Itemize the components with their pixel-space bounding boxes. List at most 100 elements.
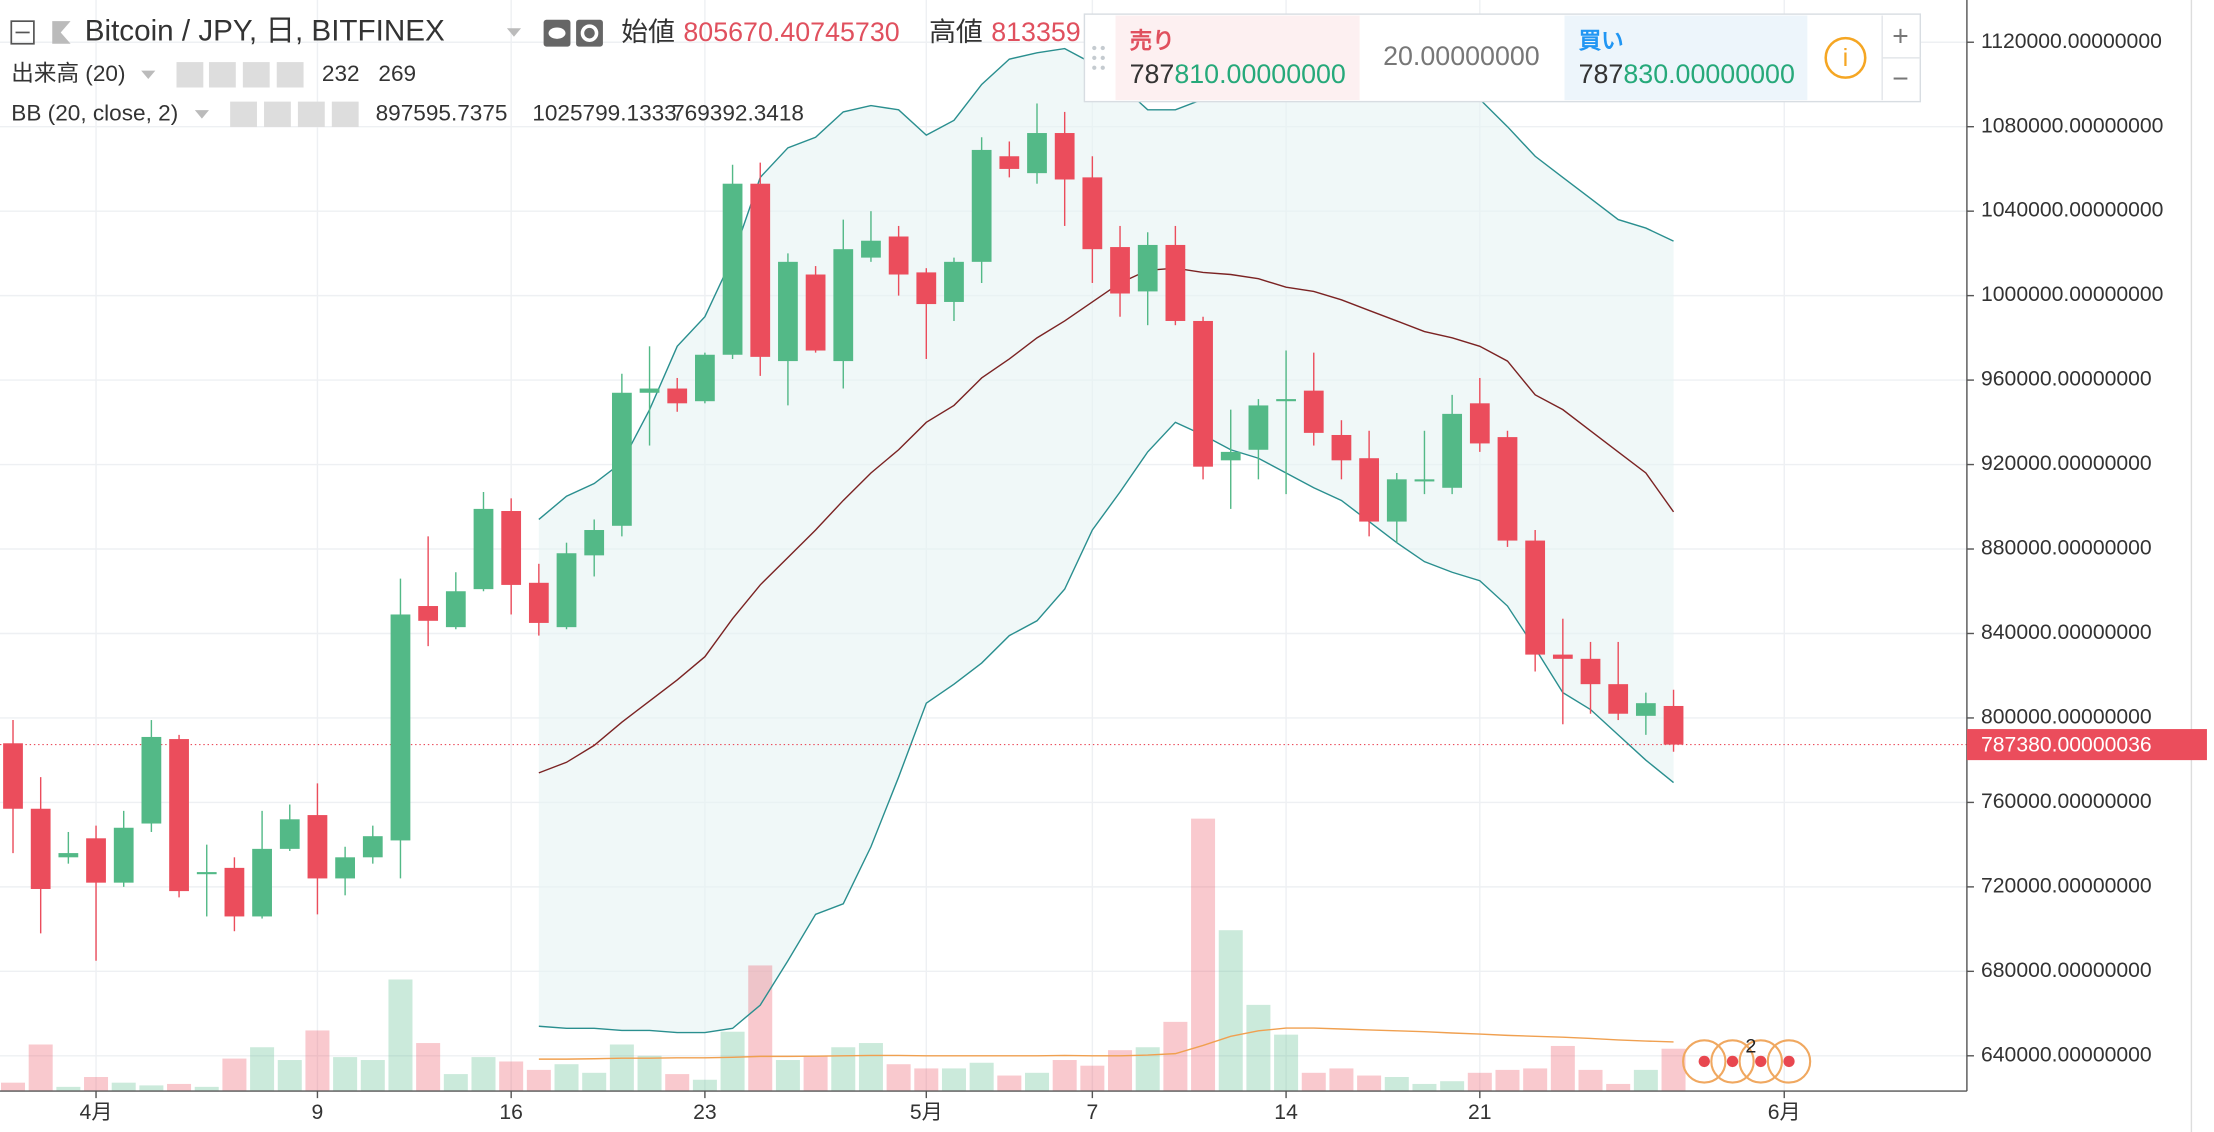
volume-bar [609,1044,634,1092]
volume-bar [194,1086,219,1092]
volume-bar [139,1085,164,1092]
gear-button[interactable] [576,19,603,47]
y-tick-label: 720000.00000000 [1981,874,2152,897]
volume-bar [222,1058,247,1092]
info-button[interactable] [1824,36,1867,79]
collapse-button[interactable]: − [1892,62,1908,94]
eye-button[interactable] [230,101,257,128]
expand-button[interactable]: + [1892,20,1908,52]
y-tick-label: 1040000.00000000 [1981,199,2163,222]
volume-bar [969,1062,994,1092]
candle-body [113,827,134,883]
x-tick-label: 5月 [910,1101,943,1124]
candle-body [1082,177,1103,250]
candle-body [639,388,660,393]
volume-bar [1329,1068,1354,1092]
candle-body [944,261,964,302]
candle-body [805,274,826,351]
candle-body [1497,437,1518,541]
x-tick-label: 21 [1468,1101,1492,1124]
volume-bar [1301,1072,1326,1092]
volume-bar [471,1057,496,1092]
remove-button[interactable] [331,101,359,128]
bb-lower-line [538,421,1674,1034]
candle-body [335,857,355,879]
candle-body [1248,405,1269,450]
eye-button[interactable] [176,62,204,88]
volume-bar [1025,1072,1050,1092]
open-label: 始値 [621,17,675,47]
event-circle[interactable] [1682,1039,1727,1084]
volume-bar [1163,1021,1188,1092]
candle-body [1331,434,1352,461]
volume-bar [1467,1072,1492,1092]
volume-bar [1550,1045,1575,1092]
add-button[interactable] [242,62,270,88]
drag-handle[interactable] [1092,45,1105,70]
volume-bar [582,1072,607,1092]
candle-body [916,272,937,305]
add-button[interactable] [297,101,325,128]
candle-body [1359,458,1379,522]
candle-body [1469,403,1490,444]
event-dot [1783,1055,1795,1068]
y-tick-label: 760000.00000000 [1981,790,2152,813]
volume-bar [1246,1004,1271,1092]
event-circle[interactable] [1766,1039,1812,1084]
bb-upper-last: 1025799.1333 [532,100,676,125]
bb-fill [538,48,1674,1033]
sell-price-tail: 810.00000000 [1174,59,1346,89]
x-tick-label: 16 [499,1101,523,1124]
x-tick-label: 23 [693,1101,717,1124]
event-circle[interactable] [1738,1039,1783,1084]
dropdown-arrow[interactable] [506,28,522,37]
gear-button[interactable] [264,101,291,128]
volume-bar [1440,1081,1465,1092]
candle-body [971,149,992,262]
candle-body [1663,705,1684,745]
event-circle[interactable] [1710,1039,1755,1084]
y-tick-label: 1000000.00000000 [1981,283,2163,306]
volume-bar [416,1043,441,1092]
candle-body [1110,247,1130,294]
high-label: 高値 [929,17,983,47]
gear-button[interactable] [208,62,236,88]
buy-label: 買い [1579,28,1624,53]
buy-button[interactable] [1564,15,1808,101]
volume-bar [858,1043,883,1092]
volume-bar [803,1055,828,1092]
candle-body [528,582,549,623]
quantity-input[interactable] [1359,15,1565,101]
candle-body [888,236,909,275]
volume-bar [167,1083,192,1092]
candle-body [1608,684,1629,714]
bb-legend-title: BB (20, close, 2) [11,100,178,125]
volume-bar [1108,1050,1133,1092]
candle-body [1386,479,1407,522]
volume-bar [997,1075,1022,1092]
event-markers[interactable]: 2 [1682,1036,1812,1084]
candle-body [1193,320,1213,467]
x-tick-label: 7 [1086,1101,1098,1124]
open-value: 805670.40745730 [683,17,899,47]
remove-button[interactable] [276,62,304,88]
sell-button[interactable] [1115,15,1360,101]
candle-body [252,848,272,917]
plot-area [0,0,1967,1092]
candle-body [667,388,688,404]
volume-legend-title: 出来高 (20) [11,61,125,86]
volume-bar [28,1044,53,1092]
volume-bar [360,1060,385,1092]
volume-bar [748,965,773,1092]
event-dot [1755,1055,1767,1068]
volume-last: 232 [322,61,360,86]
collapse-icon[interactable] [10,20,35,45]
dropdown-arrow[interactable] [141,70,156,80]
dropdown-arrow[interactable] [194,110,209,119]
last-price-box [1966,729,2207,761]
y-tick-label: 1080000.00000000 [1981,114,2163,137]
candle-body [861,240,881,258]
x-tick-label: 9 [312,1101,324,1124]
